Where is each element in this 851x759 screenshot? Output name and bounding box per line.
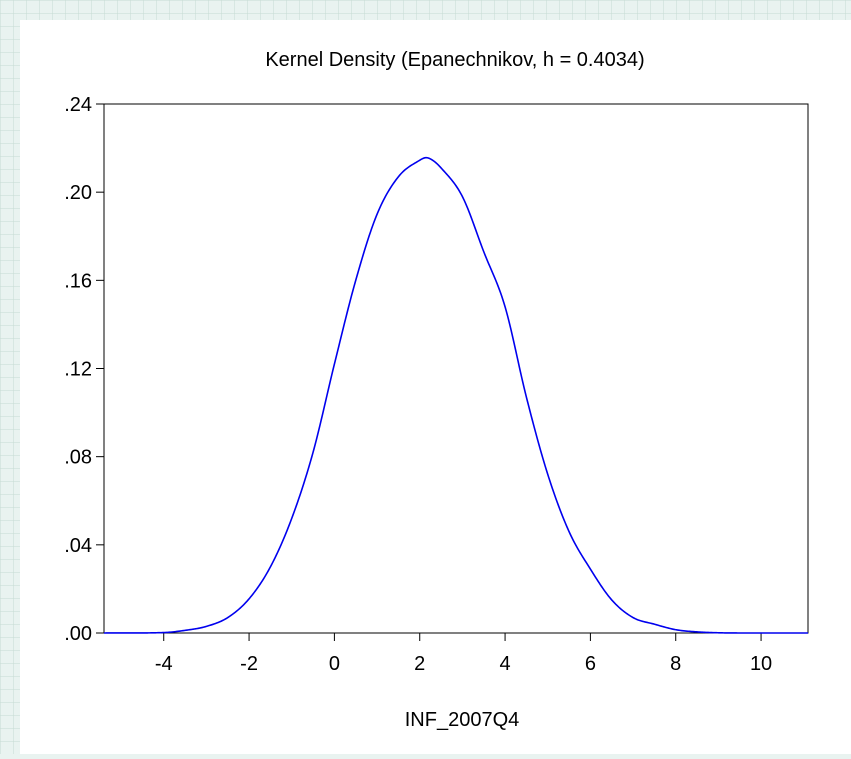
y-tick-label: .04 — [64, 535, 92, 557]
y-axis: .00 .04 .08 .12 .16 .20 .24 — [64, 94, 104, 645]
x-tick-label: 2 — [414, 653, 425, 675]
x-tick-label: 10 — [750, 653, 772, 675]
y-tick-label: .24 — [64, 94, 92, 116]
chart-title: Kernel Density (Epanechnikov, h = 0.4034… — [265, 49, 644, 71]
x-tick-label: 6 — [585, 653, 596, 675]
y-tick-label: .20 — [64, 182, 92, 204]
x-tick-label: -2 — [240, 653, 258, 675]
x-tick-label: 0 — [329, 653, 340, 675]
x-tick-label: 4 — [500, 653, 511, 675]
y-tick-label: .16 — [64, 270, 92, 292]
series-layer — [103, 156, 808, 634]
chart-panel: Kernel Density (Epanechnikov, h = 0.4034… — [20, 20, 851, 754]
y-tick-label: .12 — [64, 359, 92, 381]
density-curve — [103, 156, 808, 634]
x-tick-label: 8 — [670, 653, 681, 675]
x-axis: -4 -2 0 2 4 6 8 10 — [155, 633, 772, 675]
kernel-density-chart: Kernel Density (Epanechnikov, h = 0.4034… — [64, 49, 809, 731]
plot-area-frame — [103, 103, 809, 634]
x-axis-label: INF_2007Q4 — [405, 709, 520, 731]
y-tick-label: .08 — [64, 447, 92, 469]
x-tick-label: -4 — [155, 653, 173, 675]
y-tick-label: .00 — [64, 623, 92, 645]
